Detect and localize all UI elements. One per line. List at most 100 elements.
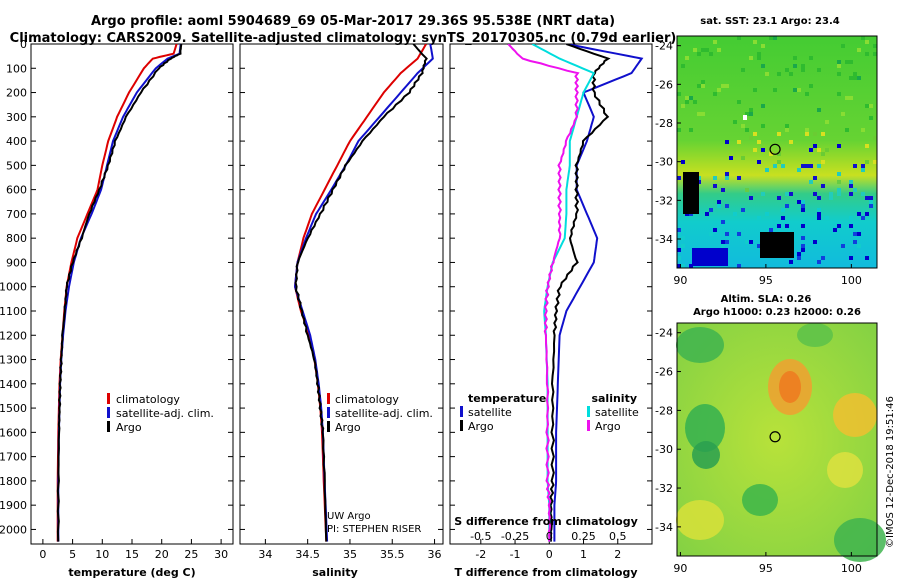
legend-label-t-argo: Argo xyxy=(468,420,494,433)
sst-pixel xyxy=(693,100,697,104)
sst-pixel xyxy=(817,208,821,212)
sla-map xyxy=(676,322,886,562)
sst-pixel xyxy=(869,104,873,108)
sst-pixel xyxy=(737,176,741,180)
temperature-xlabel: temperature (deg C) xyxy=(68,566,195,579)
difference-panel-frame xyxy=(449,43,653,545)
pressure-tick-label: 1100 xyxy=(0,305,27,318)
sst-pixel xyxy=(741,208,745,212)
sst-pixel xyxy=(829,196,833,200)
sst-pixel xyxy=(873,136,877,140)
sst-pixel xyxy=(813,192,817,196)
sst-pixel xyxy=(757,244,761,248)
sla-map-ticks: 90 95 100 -24 -26 -28 -30 -32 -34 xyxy=(655,327,862,575)
sst-pixel xyxy=(865,212,869,216)
sst-pixel xyxy=(725,204,729,208)
sst-pixel xyxy=(801,68,805,72)
sst-pixel xyxy=(789,72,793,76)
legend-label-satellite: satellite-adj. clim. xyxy=(335,407,433,420)
sst-pixel xyxy=(785,68,789,72)
sst-pixel xyxy=(861,128,865,132)
sst-pixel xyxy=(861,36,865,40)
pressure-tick-label: 1300 xyxy=(0,354,27,367)
sst-pixel xyxy=(809,84,813,88)
sst-pixel xyxy=(861,192,865,196)
sst-pixel xyxy=(805,132,809,136)
sst-pixel xyxy=(821,152,825,156)
sst-pixel xyxy=(697,84,701,88)
sst-pixel xyxy=(801,208,805,212)
legend-swatch-s-satellite xyxy=(587,406,590,417)
sst-map-frame xyxy=(676,35,878,269)
sst-pixel xyxy=(681,244,685,248)
sst-pixel xyxy=(785,124,789,128)
s-diff-tick-label: 0 xyxy=(546,530,553,543)
sst-pixel xyxy=(849,192,853,196)
sst-pixel xyxy=(805,164,809,168)
x-tick-label: -2 xyxy=(475,548,486,561)
sst-pixel xyxy=(741,68,745,72)
sst-pixel xyxy=(769,220,773,224)
sst-pixel xyxy=(849,224,853,228)
sst-pixel xyxy=(865,256,869,260)
sst-pixel xyxy=(849,256,853,260)
sst-pixel xyxy=(821,160,825,164)
sst-pixel xyxy=(841,244,845,248)
sst-pixel xyxy=(757,216,761,220)
sst-pixel xyxy=(837,92,841,96)
sst-pixel xyxy=(689,128,693,132)
sst-pixel xyxy=(681,236,685,240)
legend-swatch-climatology xyxy=(327,393,330,404)
sst-pixel xyxy=(701,80,705,84)
sst-pixel xyxy=(737,36,741,40)
sst-pixel xyxy=(769,152,773,156)
sst-pixel xyxy=(837,172,841,176)
sst-pixel xyxy=(849,180,853,184)
difference-lines xyxy=(507,44,644,542)
sla-blobs xyxy=(676,323,886,562)
sst-pixel xyxy=(725,172,729,176)
sst-pixel xyxy=(849,96,853,100)
sst-pixel xyxy=(677,92,681,96)
sst-pixel xyxy=(865,40,869,44)
sst-pixel xyxy=(717,204,721,208)
sst-pixel xyxy=(781,164,785,168)
series-satellite-adj-clim- xyxy=(57,44,182,542)
sst-pixel xyxy=(825,148,829,152)
sst-pixel xyxy=(749,56,753,60)
sst-pixel xyxy=(801,200,805,204)
sst-pixel xyxy=(717,200,721,204)
pressure-tick-label: 1800 xyxy=(0,475,27,488)
sst-pixel xyxy=(853,76,857,80)
t-difference-xlabel: T difference from climatology xyxy=(454,566,637,579)
sst-pixel xyxy=(801,164,805,168)
salinity-lines xyxy=(293,44,434,542)
series-s-argo xyxy=(507,44,580,542)
sst-cloud-pixel xyxy=(743,115,747,120)
sst-pixel xyxy=(681,264,685,268)
pressure-tick-label: 2000 xyxy=(0,523,27,536)
sst-pixel xyxy=(837,192,841,196)
sst-pixel xyxy=(869,204,873,208)
sla-blob xyxy=(692,441,720,469)
x-tick-label: 0 xyxy=(546,548,553,561)
legend-label-satellite: satellite-adj. clim. xyxy=(116,407,214,420)
legend-swatch-s-argo xyxy=(587,420,590,431)
x-tick-label: 25 xyxy=(184,548,198,561)
sst-pixel xyxy=(777,224,781,228)
sst-pixel xyxy=(729,156,733,160)
sst-pixel xyxy=(837,224,841,228)
legend-title-temperature: temperature xyxy=(468,392,546,405)
x-tick-label: 0 xyxy=(39,548,46,561)
sst-pixel xyxy=(801,244,805,248)
series-t-satellite xyxy=(553,44,644,542)
sla-blob xyxy=(676,500,724,540)
pressure-tick-label: 1200 xyxy=(0,329,27,342)
sst-pixel xyxy=(749,240,753,244)
sst-pixel xyxy=(705,212,709,216)
sst-pixel xyxy=(677,128,681,132)
sst-pixel xyxy=(677,256,681,260)
salinity-panel-frame xyxy=(239,43,444,545)
sst-pixel xyxy=(697,112,701,116)
